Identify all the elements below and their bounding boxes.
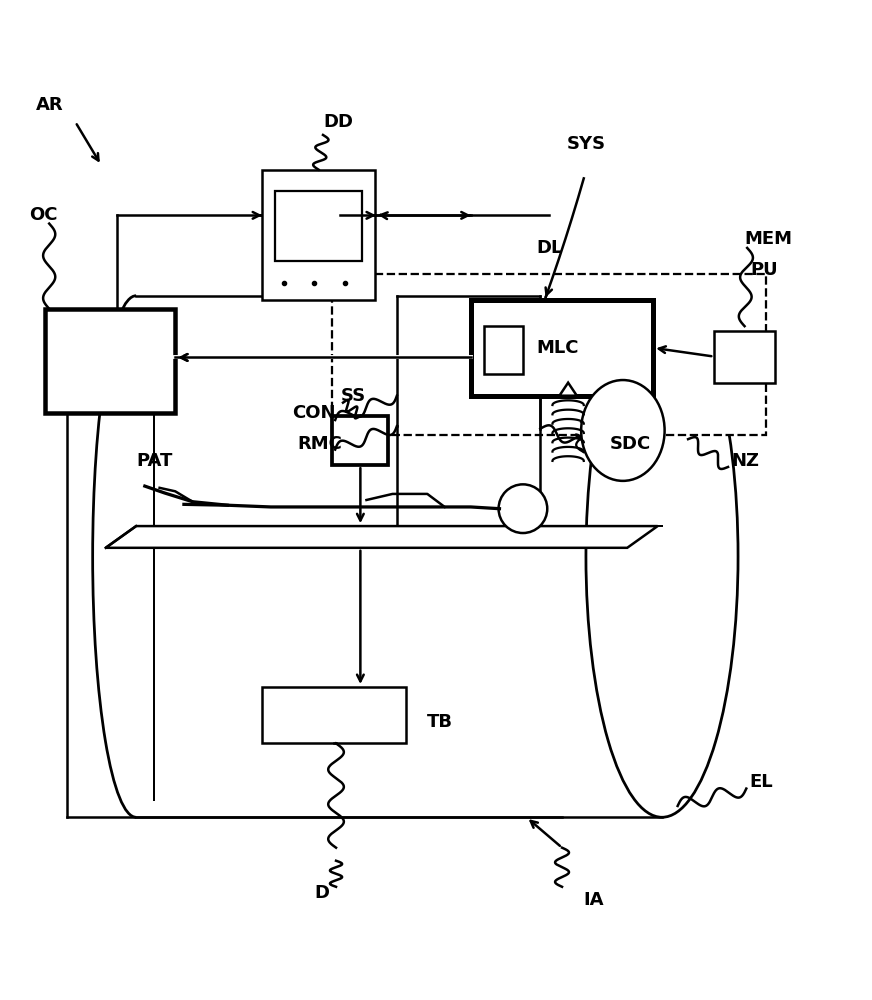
Bar bbox=[331, 416, 388, 465]
Bar bbox=[714, 331, 775, 383]
Polygon shape bbox=[106, 526, 657, 548]
Text: EL: EL bbox=[749, 773, 773, 791]
Text: NZ: NZ bbox=[732, 452, 760, 470]
Bar bbox=[331, 274, 766, 435]
Text: TB: TB bbox=[427, 713, 453, 731]
Text: AR: AR bbox=[36, 96, 64, 114]
Bar bbox=[484, 326, 523, 374]
Bar bbox=[262, 687, 405, 743]
Bar bbox=[44, 309, 175, 413]
Text: PAT: PAT bbox=[136, 452, 173, 470]
Bar bbox=[262, 170, 375, 300]
Text: CON: CON bbox=[293, 404, 336, 422]
Text: SYS: SYS bbox=[567, 135, 605, 153]
Text: MLC: MLC bbox=[536, 339, 578, 357]
Polygon shape bbox=[560, 383, 576, 396]
Ellipse shape bbox=[581, 380, 664, 481]
Text: OC: OC bbox=[29, 206, 58, 224]
Text: SS: SS bbox=[340, 387, 365, 405]
Text: SDC: SDC bbox=[610, 435, 651, 453]
Bar bbox=[276, 191, 362, 261]
Bar bbox=[471, 300, 653, 396]
Text: DD: DD bbox=[323, 113, 353, 131]
Ellipse shape bbox=[586, 296, 738, 817]
Text: RMC: RMC bbox=[297, 435, 342, 453]
Text: D: D bbox=[314, 884, 330, 902]
Text: IA: IA bbox=[583, 891, 604, 909]
Circle shape bbox=[499, 484, 548, 533]
Text: DL: DL bbox=[536, 239, 562, 257]
Text: MEM: MEM bbox=[745, 230, 793, 248]
Text: PU: PU bbox=[751, 261, 779, 279]
